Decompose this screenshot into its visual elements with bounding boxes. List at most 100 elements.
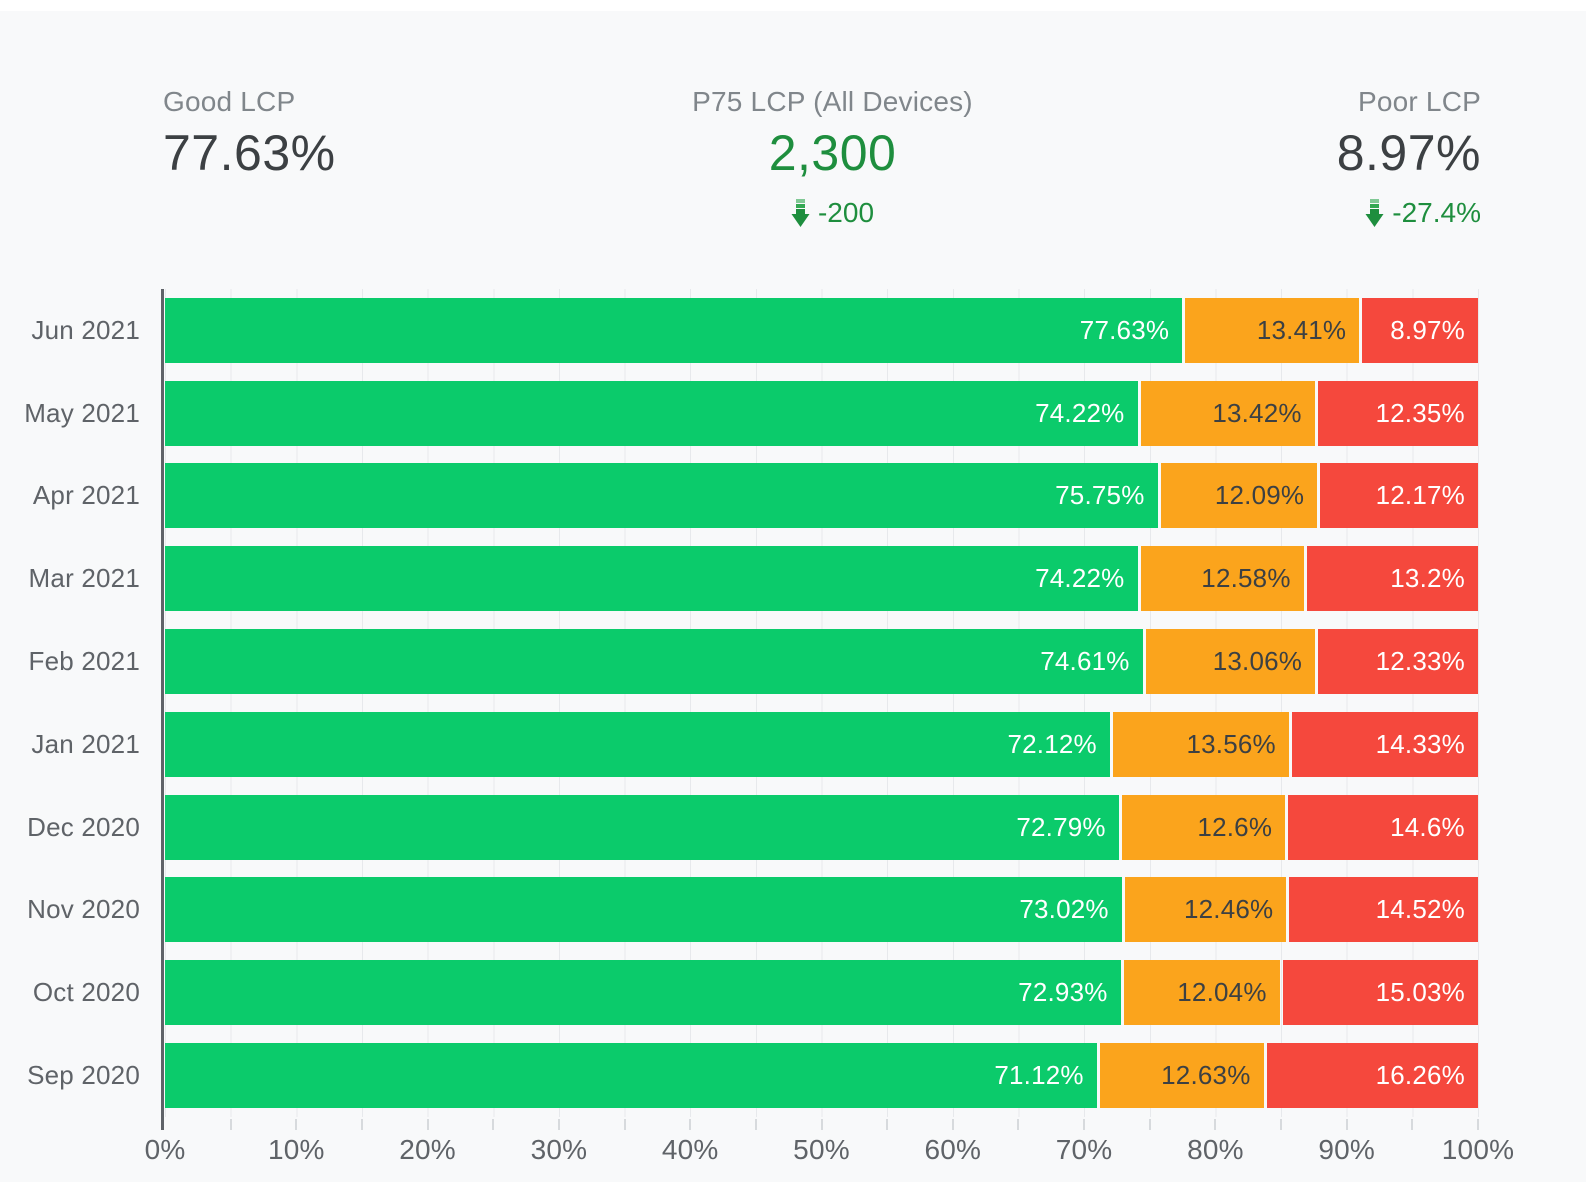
bar-segment-good[interactable]: 75.75% (165, 463, 1158, 529)
y-axis-label: Feb 2021 (28, 646, 140, 677)
y-axis-line (161, 289, 164, 1130)
x-axis-tick (689, 1119, 692, 1130)
x-axis-tick (1083, 1119, 1086, 1130)
x-axis-tick (951, 1119, 954, 1130)
bar-segment-good[interactable]: 72.79% (165, 794, 1119, 860)
bar-segment-label: 75.75% (1055, 480, 1145, 511)
bar-segment-poor[interactable]: 12.35% (1317, 380, 1478, 446)
bar-row: Oct 2020 72.93% 12.04% 15.03% (0, 951, 1478, 1034)
bar-segment-good[interactable]: 74.22% (165, 380, 1138, 446)
y-axis-label: Oct 2020 (32, 977, 140, 1008)
bar-segment-good[interactable]: 77.63% (165, 297, 1183, 363)
bar-rows: Jun 2021 77.63% 13.41% 8.97% May 2021 74.22% 1… (0, 289, 1478, 1117)
stacked-bar: 74.61% 13.06% 12.33% (165, 629, 1478, 695)
bar-segment-label: 72.79% (1016, 811, 1106, 842)
bar-segment-needs-improvement[interactable]: 13.56% (1112, 711, 1289, 777)
x-axis-tick-label: 50% (793, 1134, 850, 1165)
x-axis-tick-label: 10% (267, 1134, 325, 1165)
bar-segment-label: 12.17% (1375, 480, 1465, 511)
scorecard-good-lcp: Good LCP 77.63% (163, 85, 336, 181)
bar-segment-poor[interactable]: 12.33% (1318, 629, 1478, 695)
x-axis-tick-label: 60% (924, 1134, 982, 1165)
bar-segment-label: 14.6% (1390, 811, 1465, 842)
y-axis-label: Jan 2021 (31, 728, 140, 759)
bar-segment-label: 74.22% (1035, 563, 1125, 594)
x-axis-tick (886, 1119, 889, 1130)
bar-segment-good[interactable]: 72.93% (165, 960, 1121, 1026)
bar-segment-needs-improvement[interactable]: 12.58% (1140, 546, 1304, 612)
bar-segment-label: 74.22% (1035, 397, 1125, 428)
bar-segment-good[interactable]: 73.02% (165, 877, 1122, 943)
scorecard-value: 8.97% (1336, 125, 1481, 181)
bar-segment-needs-improvement[interactable]: 12.09% (1160, 463, 1318, 529)
bar-segment-label: 12.46% (1183, 894, 1274, 925)
bar-segment-label: 77.63% (1079, 314, 1170, 345)
scorecard-label: P75 LCP (All Devices) (692, 86, 973, 117)
x-axis-tick (229, 1119, 232, 1130)
x-axis-tick-label: 70% (1055, 1134, 1113, 1165)
bar-segment-label: 71.12% (994, 1060, 1084, 1091)
bar-segment-label: 13.41% (1256, 314, 1347, 345)
x-axis-tick (492, 1119, 495, 1130)
bar-row: Apr 2021 75.75% 12.09% 12.17% (0, 455, 1478, 538)
stacked-bar: 71.12% 12.63% 16.26% (165, 1043, 1478, 1109)
bar-segment-poor[interactable]: 8.97% (1362, 297, 1478, 363)
bar-segment-label: 13.06% (1212, 646, 1303, 677)
bar-segment-needs-improvement[interactable]: 13.42% (1140, 380, 1315, 446)
scorecards-row: Good LCP 77.63% P75 LCP (All Devices) 2,… (0, 85, 1586, 235)
bar-segment-label: 14.33% (1375, 728, 1465, 759)
bar-segment-good[interactable]: 72.12% (165, 711, 1110, 777)
y-axis-label: May 2021 (24, 397, 140, 428)
x-axis-tick (557, 1119, 560, 1130)
x-axis-tick (820, 1119, 823, 1130)
bar-segment-poor[interactable]: 14.52% (1289, 877, 1478, 943)
stacked-bar: 75.75% 12.09% 12.17% (165, 463, 1478, 529)
bar-row: Feb 2021 74.61% 13.06% 12.33% (0, 620, 1478, 703)
x-axis-tick (1214, 1119, 1217, 1130)
bar-segment-needs-improvement[interactable]: 13.06% (1145, 629, 1316, 695)
bar-segment-needs-improvement[interactable]: 12.63% (1099, 1043, 1264, 1109)
stacked-bar: 74.22% 12.58% 13.2% (165, 546, 1478, 612)
bar-segment-needs-improvement[interactable]: 12.46% (1124, 877, 1287, 943)
x-axis-tick (1280, 1119, 1283, 1130)
x-axis-tick (1345, 1119, 1348, 1130)
x-axis-tick-label: 30% (530, 1134, 588, 1165)
scorecard-value: 77.63% (163, 125, 336, 181)
bar-segment-needs-improvement[interactable]: 12.6% (1121, 794, 1286, 860)
bar-segment-label: 12.04% (1177, 977, 1267, 1008)
top-strip (0, 0, 1586, 11)
scorecard-change: -27.4% (1337, 197, 1481, 229)
x-axis-tick-label: 80% (1187, 1134, 1244, 1165)
bar-segment-label: 13.42% (1212, 397, 1302, 428)
x-axis-tick (754, 1119, 757, 1130)
bar-segment-poor[interactable]: 13.2% (1306, 546, 1478, 612)
bar-row: Mar 2021 74.22% 12.58% 13.2% (0, 537, 1478, 620)
bar-segment-poor[interactable]: 14.6% (1288, 794, 1478, 860)
y-axis-label: Dec 2020 (27, 811, 140, 842)
bar-row: Sep 2020 71.12% 12.63% 16.26% (0, 1034, 1478, 1117)
stacked-bar: 73.02% 12.46% 14.52% (165, 877, 1478, 943)
stacked-bar: 74.22% 13.42% 12.35% (165, 380, 1478, 446)
scorecard-label: Poor LCP (1358, 86, 1481, 117)
bar-segment-needs-improvement[interactable]: 12.04% (1123, 960, 1280, 1026)
x-axis-labels: 0% 10% 20% 30% 40% 50% 60% 70% 80% 90% 100% (145, 1134, 1514, 1168)
x-axis-tick-label: 20% (399, 1134, 456, 1165)
bar-segment-needs-improvement[interactable]: 13.41% (1185, 297, 1360, 363)
bar-segment-label: 12.63% (1161, 1060, 1251, 1091)
scorecard-poor-lcp: Poor LCP 8.97% -27.4% (1337, 85, 1481, 229)
scorecard-value: 2,300 (768, 125, 897, 181)
bar-segment-poor[interactable]: 15.03% (1282, 960, 1478, 1026)
bar-segment-label: 13.56% (1186, 728, 1276, 759)
bar-segment-poor[interactable]: 14.33% (1291, 711, 1478, 777)
bar-segment-good[interactable]: 71.12% (165, 1043, 1097, 1109)
x-axis-tick (1148, 1119, 1151, 1130)
bar-segment-good[interactable]: 74.61% (165, 629, 1143, 695)
stacked-bar: 72.93% 12.04% 15.03% (165, 960, 1478, 1026)
bar-segment-label: 73.02% (1019, 894, 1109, 925)
bar-segment-label: 13.2% (1390, 563, 1465, 594)
y-axis-label: Nov 2020 (27, 894, 140, 925)
bar-segment-poor[interactable]: 12.17% (1320, 463, 1478, 529)
bar-segment-poor[interactable]: 16.26% (1266, 1043, 1478, 1109)
bar-segment-good[interactable]: 74.22% (165, 546, 1138, 612)
bar-segment-label: 12.09% (1214, 480, 1305, 511)
